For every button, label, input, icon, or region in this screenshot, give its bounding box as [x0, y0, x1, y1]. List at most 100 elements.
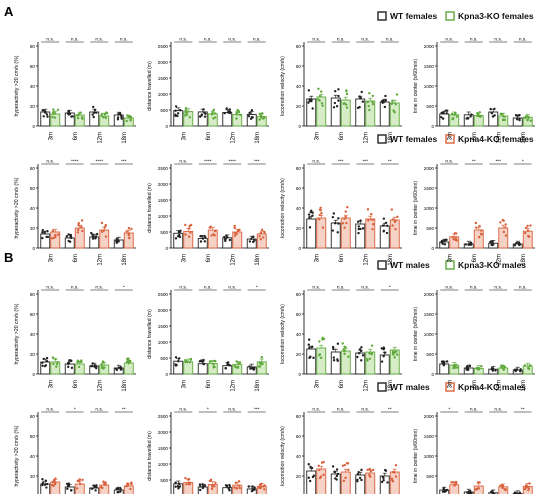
significance-label: * — [448, 407, 450, 413]
data-point — [116, 238, 118, 240]
data-point — [189, 483, 191, 485]
data-point — [308, 338, 310, 340]
data-point — [117, 240, 119, 242]
y-axis-label: time in center (s/60min) — [413, 59, 419, 113]
data-point — [475, 222, 477, 224]
y-tick-label: 40 — [296, 454, 302, 459]
data-point — [77, 117, 79, 119]
y-tick-label: 60 — [296, 186, 302, 191]
data-point — [223, 236, 225, 238]
data-point — [125, 120, 127, 122]
data-point — [357, 107, 359, 109]
x-tick-label: 18m — [521, 254, 527, 266]
y-tick-label: 2500 — [158, 166, 169, 171]
data-point — [248, 365, 250, 367]
data-point — [491, 244, 493, 246]
data-point — [368, 105, 370, 107]
data-point — [252, 488, 254, 490]
data-point — [342, 342, 344, 344]
data-point — [347, 356, 349, 358]
bar-ko — [341, 472, 350, 494]
data-point — [261, 112, 263, 114]
data-point — [115, 368, 117, 370]
data-point — [525, 484, 527, 486]
x-tick-label: 6m — [206, 254, 212, 262]
bar-wt — [174, 361, 183, 374]
data-point — [179, 109, 181, 111]
data-point — [502, 367, 504, 369]
data-point — [202, 363, 204, 365]
data-point — [77, 360, 79, 362]
y-tick-label: 80 — [30, 44, 36, 49]
data-point — [443, 240, 445, 242]
x-tick-label: 6m — [339, 380, 345, 388]
data-point — [188, 236, 190, 238]
data-point — [251, 109, 253, 111]
data-point — [455, 364, 457, 366]
x-tick-label: 3m — [48, 254, 54, 262]
y-tick-label: 500 — [160, 478, 168, 483]
data-point — [322, 461, 324, 463]
legend-label: WT females — [390, 11, 438, 21]
bar-ko — [366, 352, 375, 374]
data-point — [187, 478, 189, 480]
data-point — [238, 485, 240, 487]
data-point — [249, 240, 251, 242]
data-point — [345, 210, 347, 212]
data-point — [318, 340, 320, 342]
data-point — [518, 119, 520, 121]
data-point — [213, 360, 215, 362]
data-point — [321, 338, 323, 340]
data-point — [46, 483, 48, 485]
data-point — [334, 90, 336, 92]
y-tick-label: 40 — [30, 84, 36, 89]
data-point — [54, 112, 56, 114]
x-tick-label: 3m — [181, 380, 187, 388]
y-tick-label: 40 — [296, 332, 302, 337]
y-tick-label: 1500 — [424, 312, 435, 317]
data-point — [358, 95, 360, 97]
data-point — [367, 219, 369, 221]
data-point — [253, 239, 255, 241]
data-point — [125, 485, 127, 487]
data-point — [312, 357, 314, 359]
data-point — [395, 350, 397, 352]
data-point — [200, 114, 202, 116]
data-point — [228, 110, 230, 112]
data-point — [258, 365, 260, 367]
data-point — [308, 213, 310, 215]
x-tick-label: 18m — [388, 380, 394, 392]
data-point — [368, 109, 370, 111]
data-point — [371, 344, 373, 346]
data-point — [368, 352, 370, 354]
data-point — [525, 227, 527, 229]
significance-label: **** — [229, 159, 237, 165]
bar-ko — [390, 472, 399, 494]
data-point — [204, 115, 206, 117]
significance-label: ** — [472, 159, 476, 165]
data-point — [332, 465, 334, 467]
data-point — [46, 113, 48, 115]
data-point — [252, 236, 254, 238]
x-tick-label: 18m — [122, 132, 128, 144]
data-point — [516, 118, 518, 120]
data-point — [391, 479, 393, 481]
data-point — [237, 367, 239, 369]
bar-ko — [341, 351, 350, 374]
data-point — [395, 464, 397, 466]
y-tick-label: 1500 — [158, 324, 169, 329]
data-point — [489, 108, 491, 110]
data-point — [393, 356, 395, 358]
x-tick-label: 12m — [97, 254, 103, 266]
significance-label: n.s. — [95, 286, 103, 291]
bar-wt — [198, 364, 207, 374]
data-point — [178, 357, 180, 359]
data-point — [319, 207, 321, 209]
bar-ko — [124, 363, 133, 374]
data-point — [213, 485, 215, 487]
x-tick-label: 3m — [447, 254, 453, 262]
data-point — [236, 487, 238, 489]
